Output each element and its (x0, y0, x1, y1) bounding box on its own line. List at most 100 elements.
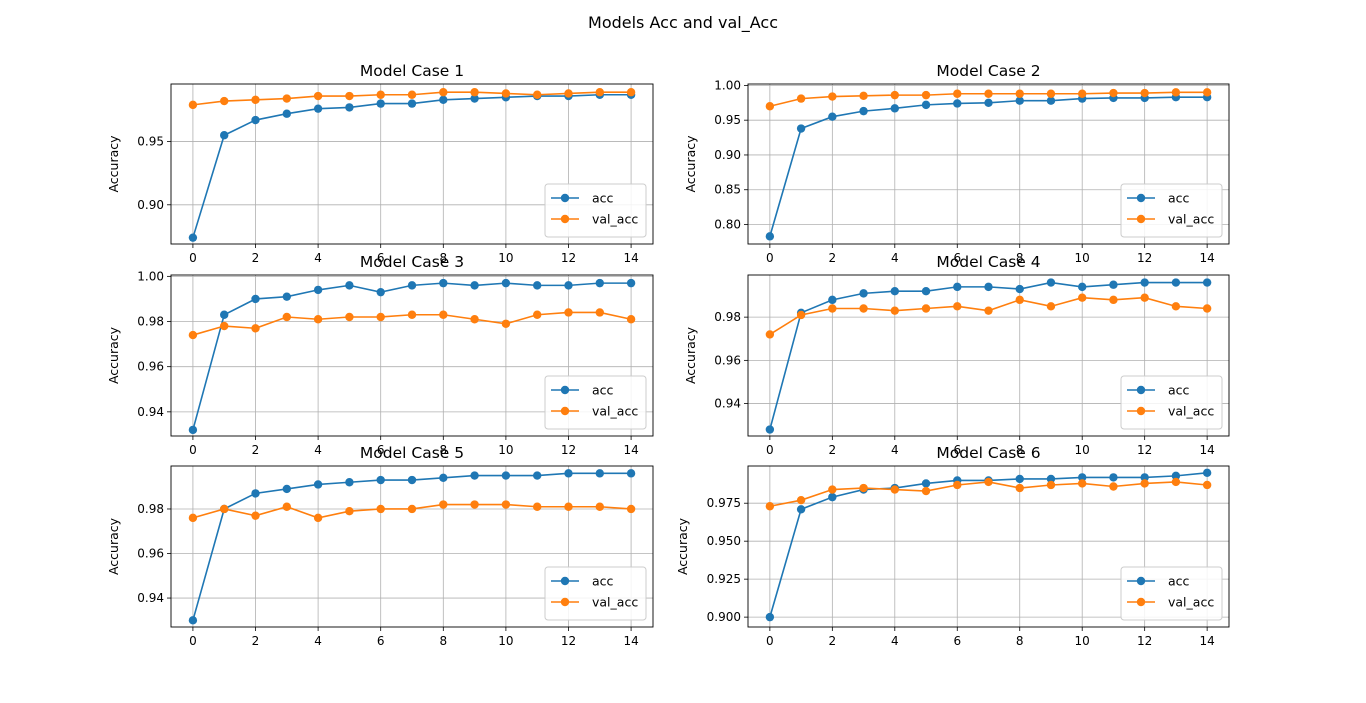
data-point-val_acc (1202, 304, 1212, 313)
data-point-acc (251, 115, 260, 125)
legend: acc val_acc (544, 183, 647, 238)
data-point-val_acc (407, 504, 417, 514)
data-point-acc (828, 295, 837, 305)
data-point-acc (532, 471, 542, 480)
y-tick-label: 0.96 (137, 360, 164, 374)
x-tick-label: 2 (829, 443, 837, 457)
x-tick-label: 2 (829, 251, 837, 265)
data-point-acc (282, 109, 292, 118)
y-tick-label: 1.00 (714, 78, 741, 92)
axes-frame (170, 83, 654, 245)
data-point-acc (407, 475, 417, 485)
legend-marker-acc (1136, 385, 1146, 395)
data-point-val_acc (188, 513, 198, 523)
y-tick-label: 0.94 (714, 397, 741, 411)
data-point-val_acc (470, 500, 479, 509)
data-point-acc (470, 281, 479, 290)
data-point-val_acc (439, 88, 448, 97)
x-tick-label: 6 (953, 251, 961, 265)
subplot-4: 0 2 4 6 8 10 12 14 0.94 0.96 0.98 Model Case 4 Accur… (683, 253, 1230, 457)
data-point-acc (1078, 282, 1087, 292)
data-point-val_acc (859, 483, 868, 493)
x-tick-label: 2 (829, 634, 837, 648)
data-point-val_acc (953, 480, 962, 490)
legend-label-val_acc: val_acc (1168, 404, 1214, 419)
data-point-acc (345, 478, 354, 487)
data-point-val_acc (859, 304, 868, 313)
data-point-val_acc (765, 102, 775, 111)
data-point-val_acc (251, 324, 260, 333)
x-tick-label: 12 (561, 251, 576, 265)
data-point-val_acc (796, 94, 806, 103)
data-point-val_acc (765, 502, 775, 511)
subplot-title: Model Case 6 (936, 444, 1040, 462)
legend-marker-acc (560, 576, 570, 586)
data-point-val_acc (220, 321, 229, 331)
x-tick-label: 14 (623, 634, 638, 648)
x-tick-label: 4 (891, 443, 899, 457)
data-point-val_acc (1078, 89, 1087, 98)
data-point-acc (251, 294, 260, 304)
data-point-acc (1046, 96, 1056, 105)
legend-label-acc: acc (592, 383, 614, 398)
legend-label-acc: acc (1168, 383, 1190, 398)
data-point-acc (564, 281, 573, 290)
data-point-val_acc (532, 502, 542, 511)
data-point-acc (921, 287, 931, 296)
data-point-acc (626, 469, 636, 478)
x-tick-label: 0 (189, 251, 197, 265)
data-point-acc (1109, 473, 1118, 482)
data-point-acc (1140, 278, 1149, 287)
data-point-val_acc (1078, 479, 1087, 488)
data-point-acc (345, 103, 354, 112)
legend-marker-val_acc (560, 406, 570, 416)
data-point-val_acc (345, 91, 354, 101)
data-point-val_acc (765, 330, 775, 339)
data-point-val_acc (313, 91, 323, 101)
data-point-val_acc (532, 90, 542, 99)
subplot-title: Model Case 5 (360, 444, 464, 462)
data-point-val_acc (564, 308, 573, 317)
x-tick-label: 6 (953, 443, 961, 457)
x-tick-label: 2 (252, 443, 260, 457)
x-tick-label: 8 (439, 251, 447, 265)
x-tick-label: 8 (1016, 634, 1024, 648)
data-point-val_acc (345, 312, 354, 322)
y-tick-label: 0.94 (137, 405, 164, 419)
axes-frame (747, 83, 1230, 245)
data-point-acc (220, 131, 229, 140)
data-point-val_acc (921, 90, 931, 100)
legend-label-acc: acc (1168, 191, 1190, 206)
data-point-val_acc (407, 310, 417, 319)
x-tick-label: 12 (1137, 443, 1152, 457)
data-point-val_acc (282, 312, 292, 322)
axes-frame (747, 274, 1230, 437)
data-point-acc (1140, 473, 1149, 482)
y-axis-label: Accuracy (106, 517, 121, 575)
data-point-val_acc (376, 504, 385, 514)
data-point-val_acc (626, 504, 636, 514)
data-point-val_acc (890, 306, 899, 315)
data-point-val_acc (376, 312, 385, 322)
data-point-val_acc (1171, 88, 1181, 97)
data-point-val_acc (345, 507, 354, 516)
data-point-acc (501, 471, 511, 480)
x-tick-label: 10 (498, 443, 513, 457)
data-point-val_acc (188, 100, 198, 110)
x-tick-label: 12 (1137, 251, 1152, 265)
data-point-val_acc (439, 500, 448, 509)
legend-label-val_acc: val_acc (592, 404, 638, 419)
data-point-val_acc (282, 502, 292, 511)
data-point-val_acc (313, 513, 323, 523)
data-point-acc (828, 492, 837, 502)
x-tick-label: 14 (623, 443, 638, 457)
data-point-val_acc (1140, 293, 1149, 302)
data-point-val_acc (251, 511, 260, 520)
legend: acc val_acc (544, 375, 647, 430)
x-tick-label: 6 (377, 634, 385, 648)
x-tick-label: 0 (189, 634, 197, 648)
data-point-acc (1046, 278, 1056, 287)
data-point-acc (564, 469, 573, 478)
data-point-acc (282, 484, 292, 494)
